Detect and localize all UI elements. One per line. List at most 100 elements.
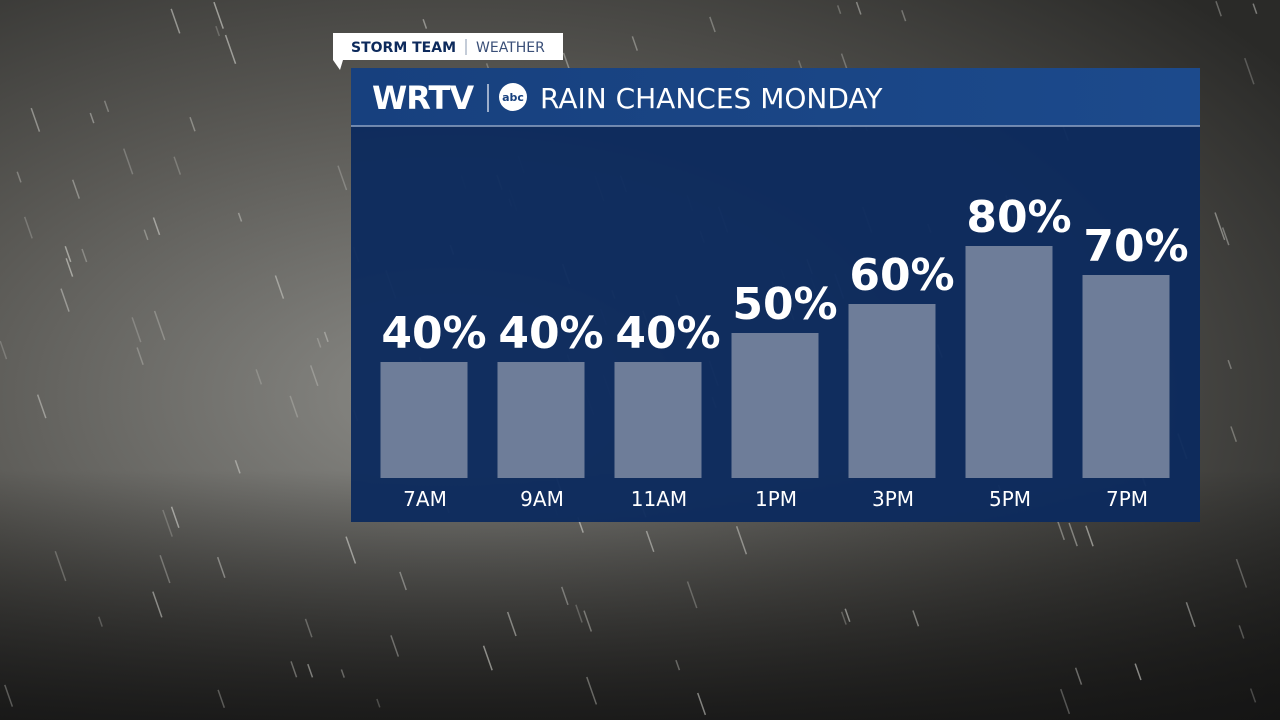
rain-streak (309, 365, 319, 387)
value-label: 80% (966, 192, 1071, 243)
rain-streak (215, 25, 221, 37)
rain-streak (390, 635, 400, 657)
rain-streak (583, 610, 593, 632)
rain-streak (1227, 359, 1232, 370)
rain-streak (289, 395, 299, 418)
rain-streak (0, 340, 8, 360)
rain-streak (36, 394, 47, 419)
rain-streak (323, 331, 329, 343)
rain-streak (81, 248, 88, 263)
rain-streak (645, 530, 655, 553)
rain-streak (840, 611, 847, 625)
rain-streak (98, 616, 103, 627)
rain-streak (340, 669, 345, 678)
x-tick-label: 3PM (872, 487, 914, 511)
bar (731, 333, 819, 478)
rain-streak (290, 661, 298, 678)
rain-streak (337, 165, 348, 191)
rain-streak (162, 509, 173, 537)
rain-streak (307, 663, 314, 678)
tag-text: STORM TEAM (351, 40, 456, 56)
rain-streak (217, 689, 226, 708)
rain-streak (131, 317, 142, 343)
tag-section: WEATHER (476, 40, 545, 56)
chart-title: RAIN CHANCES MONDAY (540, 82, 883, 115)
rain-streak (54, 550, 67, 582)
rain-streak (153, 310, 166, 341)
value-label: 40% (381, 308, 486, 359)
rain-streak (216, 556, 226, 579)
rain-streak (709, 16, 716, 33)
network-logo (499, 83, 527, 111)
rain-streak (65, 258, 74, 277)
x-tick-label: 9AM (520, 487, 564, 511)
value-label: 40% (615, 308, 720, 359)
rain-streak (4, 684, 14, 707)
bar (848, 304, 936, 478)
x-tick-label: 11AM (631, 487, 687, 511)
rain-streak (1060, 688, 1071, 715)
rain-streak (575, 604, 583, 623)
rain-streak (304, 618, 313, 638)
rain-streak (237, 212, 243, 222)
rain-streak (561, 586, 569, 606)
rain-streak (23, 216, 33, 239)
rain-streak (60, 288, 70, 312)
rain-streak (1134, 663, 1142, 681)
bar (380, 362, 468, 478)
rain-streak (1215, 1, 1222, 17)
x-tick-label: 7AM (403, 487, 447, 511)
rain-streak (912, 610, 920, 627)
x-tick-label: 1PM (755, 487, 797, 511)
rain-streak (399, 571, 407, 591)
rain-streak (836, 5, 842, 15)
rain-streak (1056, 519, 1065, 541)
bar (497, 362, 585, 478)
rain-streak (16, 171, 22, 183)
rain-streak (189, 116, 196, 132)
rain-streak (224, 34, 237, 64)
rain-streak (255, 369, 263, 385)
rain-streak (482, 645, 493, 671)
rain-streak (170, 8, 181, 34)
rain-streak (30, 107, 41, 132)
rain-streak (89, 112, 95, 124)
rain-streak (345, 536, 357, 564)
rain-streak (316, 337, 322, 348)
rain-streak (64, 246, 72, 263)
rain-streak (136, 347, 144, 365)
rain-streak (213, 1, 224, 29)
bar (965, 246, 1053, 478)
chart-header (351, 68, 1200, 126)
rain-streak (1074, 667, 1083, 685)
value-label: 60% (849, 250, 954, 301)
rain-streak (1085, 525, 1094, 547)
x-tick-label: 5PM (989, 487, 1031, 511)
rain-streak (506, 611, 517, 637)
value-label: 50% (732, 279, 837, 330)
value-label: 40% (498, 308, 603, 359)
rain-streak (376, 698, 381, 708)
rain-streak (1230, 426, 1238, 443)
rain-streak (1068, 522, 1078, 547)
rain-streak (1185, 602, 1196, 627)
rain-streak (675, 659, 681, 671)
rain-streak (735, 526, 748, 555)
rain-streak (173, 156, 182, 175)
rain-streak (1214, 212, 1226, 241)
bar (1082, 275, 1170, 478)
rain-streak (844, 608, 851, 623)
rain-streak (234, 460, 241, 474)
rain-streak (696, 692, 707, 716)
rain-streak (855, 1, 862, 15)
rain-streak (901, 9, 907, 22)
rain-streak (152, 591, 163, 618)
rain-streak (1244, 57, 1255, 85)
rain-streak (1249, 688, 1257, 703)
x-tick-label: 7PM (1106, 487, 1148, 511)
rain-streak (1252, 3, 1258, 14)
rain-streak (586, 676, 598, 705)
rain-streak (686, 581, 698, 609)
rain-streak (159, 555, 171, 584)
